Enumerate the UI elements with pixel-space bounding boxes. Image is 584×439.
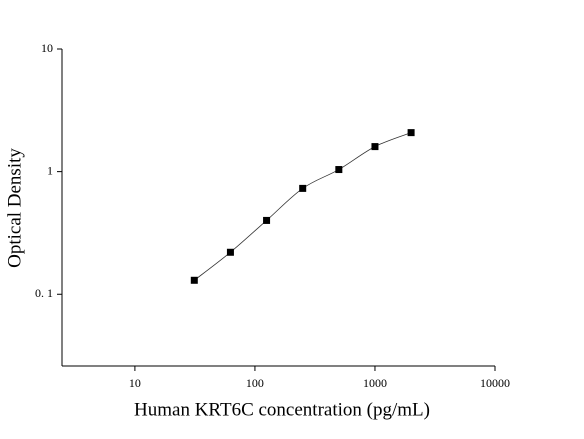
y-axis-title: Optical Density xyxy=(4,148,25,268)
fit-curve xyxy=(194,132,412,281)
point xyxy=(190,276,198,284)
point xyxy=(263,216,271,224)
point xyxy=(299,184,307,192)
x-tick-label: 10 xyxy=(129,376,141,390)
x-tick-label: 10000 xyxy=(480,376,510,390)
x-tick-label: 1000 xyxy=(363,376,387,390)
x-axis-title: Human KRT6C concentration (pg/mL) xyxy=(134,399,430,420)
y-tick-label: 1 xyxy=(47,163,53,177)
point xyxy=(407,129,415,137)
y-tick-label: 10 xyxy=(41,41,53,55)
point xyxy=(226,248,234,256)
point xyxy=(371,143,379,151)
x-tick-label: 100 xyxy=(246,376,264,390)
y-tick-label: 0. 1 xyxy=(35,286,53,300)
point xyxy=(335,166,343,174)
